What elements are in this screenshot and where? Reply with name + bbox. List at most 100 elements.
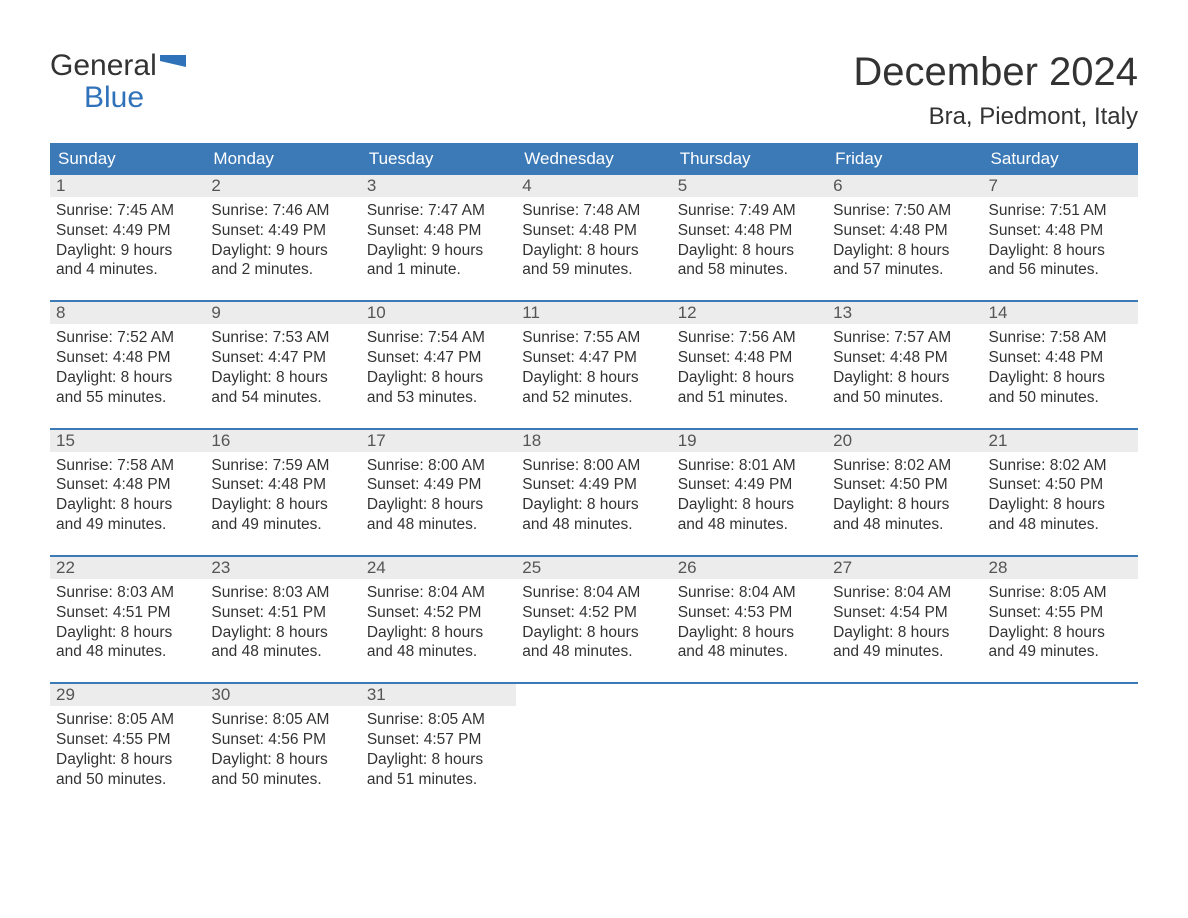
day-cell: 1Sunrise: 7:45 AMSunset: 4:49 PMDaylight…	[50, 175, 205, 282]
day-number: 13	[827, 302, 982, 324]
daylight-line2: and 4 minutes.	[56, 260, 199, 280]
day-number: 7	[983, 175, 1138, 197]
day-number: 3	[361, 175, 516, 197]
sunrise-text: Sunrise: 7:56 AM	[678, 328, 821, 348]
daylight-line2: and 52 minutes.	[522, 388, 665, 408]
day-cell: 19Sunrise: 8:01 AMSunset: 4:49 PMDayligh…	[672, 430, 827, 537]
day-body: Sunrise: 8:01 AMSunset: 4:49 PMDaylight:…	[672, 452, 827, 537]
day-body: Sunrise: 7:51 AMSunset: 4:48 PMDaylight:…	[983, 197, 1138, 282]
day-number	[516, 684, 671, 706]
daylight-line2: and 48 minutes.	[367, 515, 510, 535]
day-number	[672, 684, 827, 706]
day-number: 5	[672, 175, 827, 197]
day-cell: 18Sunrise: 8:00 AMSunset: 4:49 PMDayligh…	[516, 430, 671, 537]
month-title: December 2024	[853, 50, 1138, 95]
daylight-line1: Daylight: 8 hours	[56, 368, 199, 388]
week-row: 29Sunrise: 8:05 AMSunset: 4:55 PMDayligh…	[50, 682, 1138, 791]
daylight-line1: Daylight: 8 hours	[211, 623, 354, 643]
daylight-line1: Daylight: 8 hours	[833, 623, 976, 643]
day-number: 17	[361, 430, 516, 452]
day-number: 6	[827, 175, 982, 197]
day-number: 10	[361, 302, 516, 324]
daylight-line2: and 49 minutes.	[989, 642, 1132, 662]
daylight-line1: Daylight: 8 hours	[989, 368, 1132, 388]
sunset-text: Sunset: 4:48 PM	[833, 348, 976, 368]
sunrise-text: Sunrise: 7:57 AM	[833, 328, 976, 348]
day-body: Sunrise: 8:02 AMSunset: 4:50 PMDaylight:…	[827, 452, 982, 537]
sunrise-text: Sunrise: 8:05 AM	[367, 710, 510, 730]
sunset-text: Sunset: 4:52 PM	[522, 603, 665, 623]
day-number	[827, 684, 982, 706]
daylight-line2: and 55 minutes.	[56, 388, 199, 408]
day-cell: 3Sunrise: 7:47 AMSunset: 4:48 PMDaylight…	[361, 175, 516, 282]
daylight-line1: Daylight: 8 hours	[56, 495, 199, 515]
day-cell: 16Sunrise: 7:59 AMSunset: 4:48 PMDayligh…	[205, 430, 360, 537]
day-cell: 29Sunrise: 8:05 AMSunset: 4:55 PMDayligh…	[50, 684, 205, 791]
day-cell: 13Sunrise: 7:57 AMSunset: 4:48 PMDayligh…	[827, 302, 982, 409]
day-cell: 21Sunrise: 8:02 AMSunset: 4:50 PMDayligh…	[983, 430, 1138, 537]
sunrise-text: Sunrise: 8:01 AM	[678, 456, 821, 476]
daylight-line1: Daylight: 8 hours	[678, 495, 821, 515]
sunrise-text: Sunrise: 8:04 AM	[367, 583, 510, 603]
daylight-line2: and 51 minutes.	[367, 770, 510, 790]
daylight-line1: Daylight: 8 hours	[678, 241, 821, 261]
day-cell: 26Sunrise: 8:04 AMSunset: 4:53 PMDayligh…	[672, 557, 827, 664]
day-number: 11	[516, 302, 671, 324]
day-number: 8	[50, 302, 205, 324]
day-body: Sunrise: 7:50 AMSunset: 4:48 PMDaylight:…	[827, 197, 982, 282]
day-cell: 24Sunrise: 8:04 AMSunset: 4:52 PMDayligh…	[361, 557, 516, 664]
day-number: 29	[50, 684, 205, 706]
daylight-line2: and 57 minutes.	[833, 260, 976, 280]
daylight-line2: and 48 minutes.	[211, 642, 354, 662]
day-cell: 23Sunrise: 8:03 AMSunset: 4:51 PMDayligh…	[205, 557, 360, 664]
day-body: Sunrise: 7:59 AMSunset: 4:48 PMDaylight:…	[205, 452, 360, 537]
week-row: 15Sunrise: 7:58 AMSunset: 4:48 PMDayligh…	[50, 428, 1138, 537]
daylight-line2: and 50 minutes.	[989, 388, 1132, 408]
day-number: 14	[983, 302, 1138, 324]
day-body: Sunrise: 7:55 AMSunset: 4:47 PMDaylight:…	[516, 324, 671, 409]
day-number: 22	[50, 557, 205, 579]
sunrise-text: Sunrise: 8:04 AM	[678, 583, 821, 603]
daylight-line2: and 49 minutes.	[833, 642, 976, 662]
daylight-line2: and 49 minutes.	[211, 515, 354, 535]
sunset-text: Sunset: 4:54 PM	[833, 603, 976, 623]
daylight-line1: Daylight: 8 hours	[367, 750, 510, 770]
location: Bra, Piedmont, Italy	[853, 103, 1138, 131]
logo-text-blue: Blue	[50, 82, 186, 114]
daylight-line2: and 56 minutes.	[989, 260, 1132, 280]
day-body: Sunrise: 7:57 AMSunset: 4:48 PMDaylight:…	[827, 324, 982, 409]
sunrise-text: Sunrise: 8:04 AM	[522, 583, 665, 603]
daylight-line2: and 48 minutes.	[56, 642, 199, 662]
day-number: 20	[827, 430, 982, 452]
sunrise-text: Sunrise: 8:04 AM	[833, 583, 976, 603]
sunset-text: Sunset: 4:55 PM	[989, 603, 1132, 623]
sunset-text: Sunset: 4:48 PM	[989, 221, 1132, 241]
day-body: Sunrise: 7:45 AMSunset: 4:49 PMDaylight:…	[50, 197, 205, 282]
daylight-line2: and 48 minutes.	[678, 515, 821, 535]
dow-monday: Monday	[205, 143, 360, 175]
day-cell: 11Sunrise: 7:55 AMSunset: 4:47 PMDayligh…	[516, 302, 671, 409]
daylight-line1: Daylight: 8 hours	[211, 368, 354, 388]
daylight-line2: and 2 minutes.	[211, 260, 354, 280]
daylight-line1: Daylight: 8 hours	[989, 495, 1132, 515]
day-cell: 20Sunrise: 8:02 AMSunset: 4:50 PMDayligh…	[827, 430, 982, 537]
daylight-line1: Daylight: 8 hours	[833, 368, 976, 388]
day-number: 16	[205, 430, 360, 452]
day-number: 24	[361, 557, 516, 579]
sunrise-text: Sunrise: 7:45 AM	[56, 201, 199, 221]
sunset-text: Sunset: 4:49 PM	[367, 475, 510, 495]
sunrise-text: Sunrise: 7:52 AM	[56, 328, 199, 348]
daylight-line2: and 50 minutes.	[56, 770, 199, 790]
day-body: Sunrise: 8:03 AMSunset: 4:51 PMDaylight:…	[50, 579, 205, 664]
daylight-line1: Daylight: 9 hours	[367, 241, 510, 261]
daylight-line2: and 48 minutes.	[522, 515, 665, 535]
day-cell	[983, 684, 1138, 791]
logo-text-general: General	[50, 50, 157, 82]
day-cell: 27Sunrise: 8:04 AMSunset: 4:54 PMDayligh…	[827, 557, 982, 664]
sunset-text: Sunset: 4:52 PM	[367, 603, 510, 623]
daylight-line1: Daylight: 8 hours	[56, 623, 199, 643]
day-body: Sunrise: 8:04 AMSunset: 4:52 PMDaylight:…	[361, 579, 516, 664]
sunrise-text: Sunrise: 8:05 AM	[56, 710, 199, 730]
daylight-line2: and 1 minute.	[367, 260, 510, 280]
daylight-line1: Daylight: 8 hours	[367, 368, 510, 388]
